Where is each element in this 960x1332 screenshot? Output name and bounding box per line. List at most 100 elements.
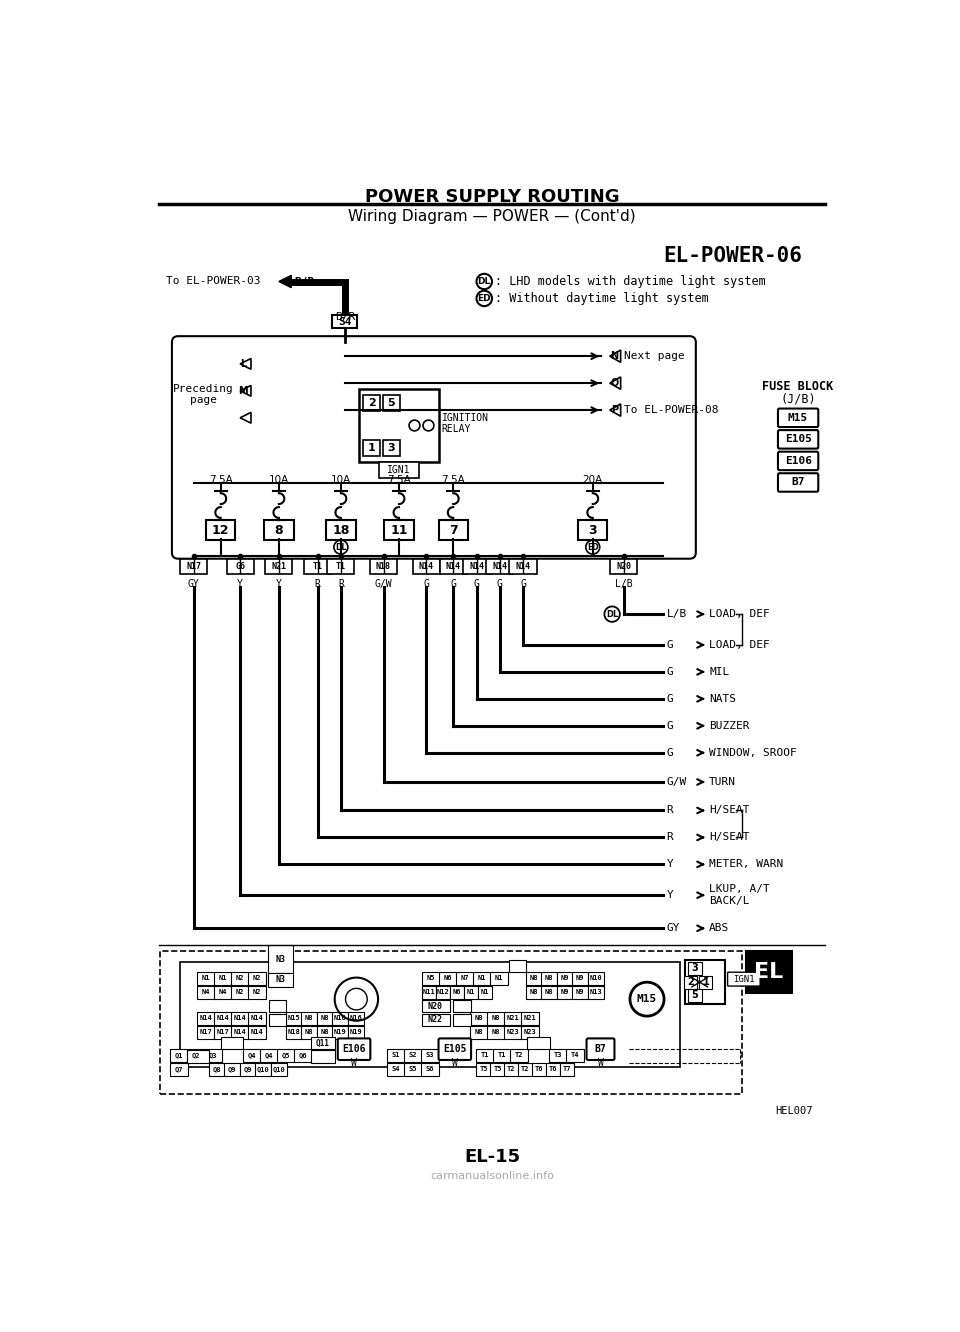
FancyBboxPatch shape [197,986,215,999]
Text: ED: ED [477,294,492,302]
FancyBboxPatch shape [348,1012,364,1024]
Text: N16: N16 [334,1015,347,1022]
FancyBboxPatch shape [510,559,537,574]
FancyBboxPatch shape [240,1063,256,1076]
Text: N14: N14 [516,562,531,571]
FancyBboxPatch shape [588,972,604,984]
FancyBboxPatch shape [387,1050,405,1062]
Text: N8: N8 [321,1015,329,1022]
FancyBboxPatch shape [264,521,294,541]
Text: S2: S2 [409,1052,418,1059]
Text: R: R [315,579,321,590]
FancyBboxPatch shape [311,1036,335,1050]
Text: R: R [666,806,673,815]
Text: N20: N20 [616,562,632,571]
FancyBboxPatch shape [187,1050,204,1062]
FancyBboxPatch shape [549,1050,566,1062]
FancyBboxPatch shape [699,975,712,988]
Text: 12: 12 [212,523,229,537]
Text: E106: E106 [784,456,811,466]
Text: S6: S6 [425,1066,434,1072]
Text: To EL-POWER-08: To EL-POWER-08 [624,405,718,416]
FancyBboxPatch shape [532,1063,546,1076]
Text: N8: N8 [305,1030,313,1035]
FancyBboxPatch shape [778,409,818,428]
FancyBboxPatch shape [363,396,380,410]
Text: LOAD, DEF: LOAD, DEF [709,639,770,650]
FancyBboxPatch shape [572,972,588,984]
Text: ED: ED [587,542,599,551]
Text: IGN1: IGN1 [733,975,755,983]
Text: G: G [666,721,673,731]
Text: N20: N20 [428,1002,443,1011]
FancyBboxPatch shape [572,986,588,999]
Text: N15: N15 [287,1015,300,1022]
Polygon shape [610,404,621,416]
FancyBboxPatch shape [231,1026,249,1039]
FancyBboxPatch shape [206,521,235,541]
FancyBboxPatch shape [422,972,440,984]
Text: N2: N2 [236,975,245,982]
FancyBboxPatch shape [728,972,760,986]
Text: S3: S3 [425,1052,434,1059]
FancyBboxPatch shape [504,1063,518,1076]
Text: N19: N19 [334,1030,347,1035]
Text: 1: 1 [703,978,709,987]
Text: 5: 5 [691,990,699,1000]
FancyBboxPatch shape [301,1026,317,1039]
FancyBboxPatch shape [566,1050,584,1062]
Text: Q9: Q9 [244,1066,252,1072]
Text: 10A: 10A [269,474,289,485]
FancyBboxPatch shape [170,1063,187,1076]
Text: 8: 8 [275,523,283,537]
Text: N2: N2 [252,990,261,995]
FancyBboxPatch shape [439,1039,471,1060]
FancyBboxPatch shape [778,473,818,492]
Text: N8: N8 [530,990,539,995]
FancyBboxPatch shape [511,1050,528,1062]
Text: GY: GY [666,923,680,934]
FancyBboxPatch shape [778,430,818,449]
FancyBboxPatch shape [249,1012,266,1024]
Text: T6: T6 [549,1066,558,1072]
Text: N21: N21 [507,1015,519,1022]
Text: B7: B7 [594,1044,607,1054]
Text: NATS: NATS [709,694,736,703]
Text: : LHD models with daytime light system: : LHD models with daytime light system [495,274,766,288]
FancyBboxPatch shape [172,336,696,558]
Text: 2: 2 [687,978,694,987]
Text: N8: N8 [492,1015,500,1022]
Text: S1: S1 [392,1052,400,1059]
FancyBboxPatch shape [222,1036,244,1050]
FancyBboxPatch shape [379,462,420,478]
Text: LKUP, A/T
BACK/L: LKUP, A/T BACK/L [709,884,770,906]
FancyBboxPatch shape [422,986,437,999]
FancyBboxPatch shape [160,951,742,1094]
Text: N17: N17 [217,1030,229,1035]
Text: Q4: Q4 [265,1052,273,1059]
Text: N9: N9 [576,990,585,995]
Text: N14: N14 [200,1015,212,1022]
FancyBboxPatch shape [476,1063,491,1076]
Polygon shape [278,276,291,288]
Text: N22: N22 [428,1015,443,1024]
Text: DL: DL [606,610,618,618]
Text: N14: N14 [233,1015,247,1022]
Text: N14: N14 [445,562,461,571]
Text: L/B: L/B [666,609,686,619]
Text: M: M [238,386,248,396]
FancyBboxPatch shape [317,1026,332,1039]
FancyBboxPatch shape [541,972,558,984]
FancyBboxPatch shape [269,1014,286,1027]
Text: N8: N8 [545,975,554,982]
Text: P: P [611,405,618,416]
Polygon shape [240,358,251,369]
Text: GY: GY [188,579,200,590]
FancyBboxPatch shape [453,1000,470,1012]
FancyBboxPatch shape [521,1026,539,1039]
FancyBboxPatch shape [470,1026,488,1039]
Text: B7: B7 [791,477,804,488]
Text: 1: 1 [368,442,375,453]
Text: G: G [497,579,503,590]
Text: T6: T6 [535,1066,543,1072]
